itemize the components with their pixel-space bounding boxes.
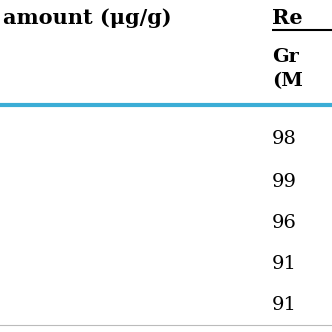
Text: 96: 96: [272, 214, 297, 232]
Text: Gr: Gr: [272, 48, 299, 66]
Text: 98: 98: [272, 130, 297, 148]
Text: Re: Re: [272, 8, 303, 28]
Text: amount (μg/g): amount (μg/g): [3, 8, 172, 28]
Text: (M: (M: [272, 72, 303, 90]
Text: 99: 99: [272, 173, 297, 191]
Text: 91: 91: [272, 255, 297, 273]
Text: 91: 91: [272, 296, 297, 314]
